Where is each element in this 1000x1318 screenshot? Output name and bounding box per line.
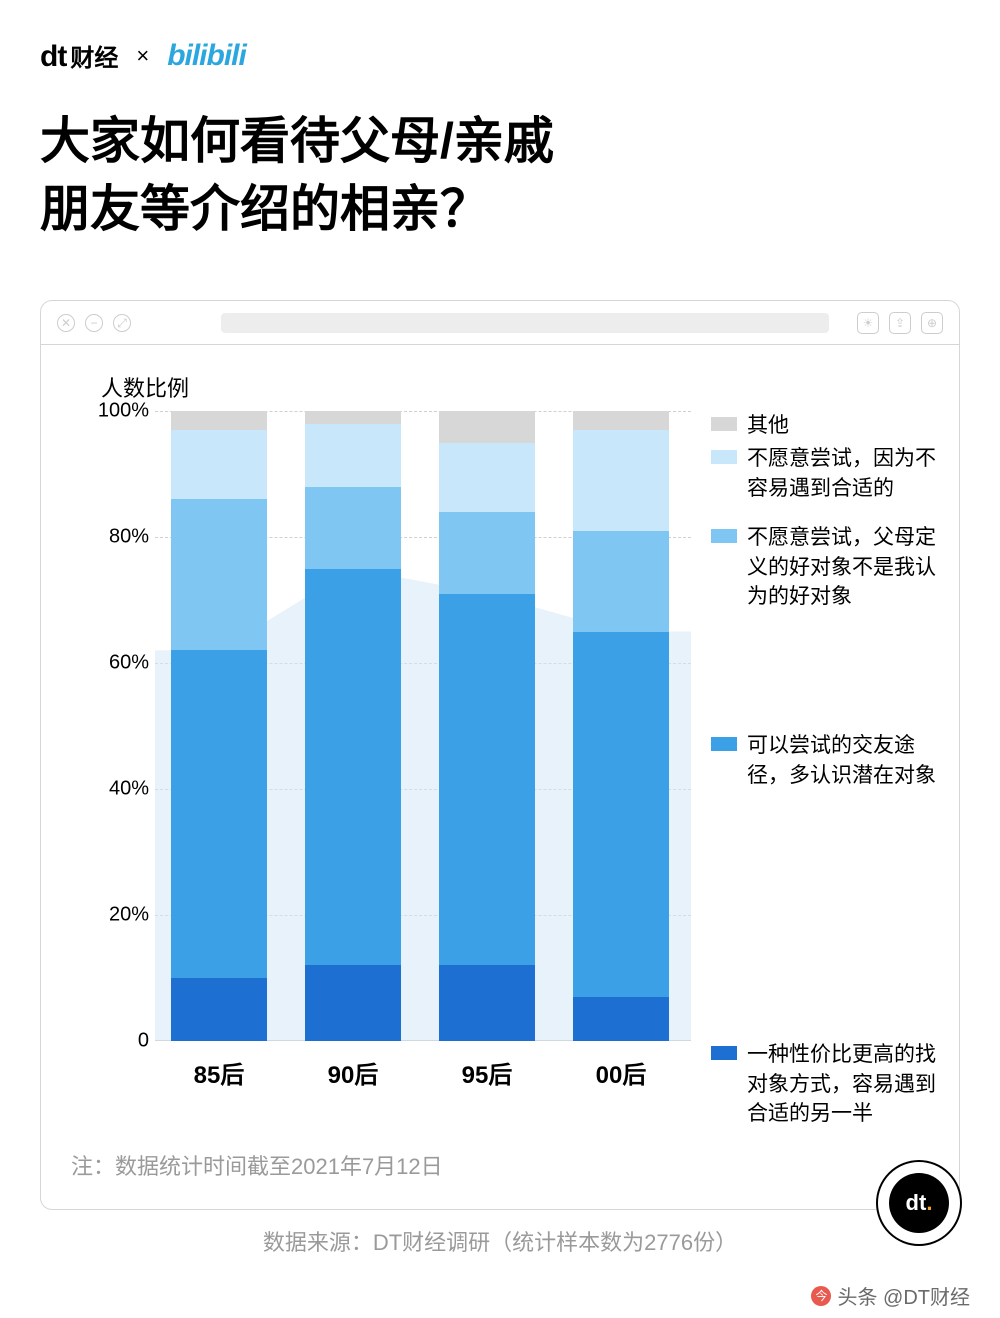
y-tick: 80% [87,526,149,549]
bar-segment [171,499,267,650]
bar-segment [573,997,669,1041]
bar-group: 95后 [439,411,535,1041]
bar-group: 00后 [573,411,669,1041]
legend-label: 不愿意尝试，因为不容易遇到合适的 [747,444,941,503]
window-maximize-icon: ⤢ [113,314,131,332]
page-title: 大家如何看待父母/亲戚 朋友等介绍的相亲？ [40,108,554,243]
attribution: 今 头条 @DT财经 [811,1281,970,1310]
bar-segment [573,411,669,430]
bar-group: 85后 [171,411,267,1041]
x-tick-label: 95后 [439,1055,535,1090]
y-tick: 0 [87,1030,149,1053]
legend-item: 可以尝试的交友途径，多认识潜在对象 [711,731,941,790]
title-line-1: 大家如何看待父母/亲戚 [40,108,554,176]
legend: 其他不愿意尝试，因为不容易遇到合适的不愿意尝试，父母定义的好对象不是我认为的好对… [711,411,941,1136]
bar-segment [573,632,669,997]
legend-swatch [711,450,737,464]
bar-segment [439,965,535,1041]
legend-label: 其他 [747,411,789,440]
y-tick: 20% [87,904,149,927]
bar-segment [305,569,401,966]
bar-segment [171,411,267,430]
bar-segment [439,411,535,443]
bar-segment [171,978,267,1041]
bar-segment [439,594,535,966]
window-tool-3-icon: ⊕ [921,312,943,334]
attribution-text: 头条 @DT财经 [837,1281,970,1310]
address-bar [221,313,829,333]
window-close-icon: ✕ [57,314,75,332]
legend-item: 不愿意尝试，因为不容易遇到合适的 [711,444,941,503]
legend-item: 一种性价比更高的找对象方式，容易遇到合适的另一半 [711,1040,941,1128]
bar-segment [573,430,669,531]
bars-container: 85后 90后 95后 00后 [155,411,691,1041]
bar-segment [305,965,401,1041]
bar-segment [171,650,267,978]
y-tick: 40% [87,778,149,801]
logo-separator: × [136,43,149,69]
legend-label: 可以尝试的交友途径，多认识潜在对象 [747,731,941,790]
legend-label: 一种性价比更高的找对象方式，容易遇到合适的另一半 [747,1040,941,1128]
bar-segment [171,430,267,499]
logo-dt: dt 财经 [40,38,118,74]
logo-dt-text: 财经 [70,38,118,73]
plot-region: 85后90后95后00后 020%40%60%80%100% [101,411,691,1041]
chart-note: 注：数据统计时间截至2021年7月12日 [71,1149,443,1181]
bar-segment [439,512,535,594]
header-logos: dt 财经 × bilibili [40,38,246,74]
legend-item: 不愿意尝试，父母定义的好对象不是我认为的好对象 [711,523,941,611]
window-minimize-icon: − [85,314,103,332]
legend-swatch [711,737,737,751]
legend-item: 其他 [711,411,941,440]
window-tool-1-icon: ☀ [857,312,879,334]
legend-swatch [711,529,737,543]
y-tick: 100% [87,400,149,423]
legend-swatch [711,417,737,431]
x-tick-label: 00后 [573,1055,669,1090]
bar-group: 90后 [305,411,401,1041]
bar-segment [573,531,669,632]
bar-segment [305,424,401,487]
y-axis-label: 人数比例 [101,371,189,403]
y-tick: 60% [87,652,149,675]
title-line-2: 朋友等介绍的相亲？ [40,176,554,244]
window-titlebar: ✕ − ⤢ ☀ ⇪ ⊕ [41,301,959,345]
logo-bilibili: bilibili [167,39,246,73]
bar-segment [305,411,401,424]
brand-seal: dt. [876,1160,962,1246]
logo-dt-mark: dt [40,40,66,74]
bar-segment [305,487,401,569]
seal-text: dt. [889,1173,949,1233]
bar-segment [439,443,535,512]
window-tool-2-icon: ⇪ [889,312,911,334]
attribution-icon: 今 [811,1286,831,1306]
x-tick-label: 85后 [171,1055,267,1090]
chart-window: ✕ − ⤢ ☀ ⇪ ⊕ 人数比例 85后 90后 95后 00后 0 20% 40% 60%… [40,300,960,1210]
legend-swatch [711,1046,737,1060]
x-tick-label: 90后 [305,1055,401,1090]
data-source: 数据来源：DT财经调研（统计样本数为2776份） [0,1225,1000,1257]
legend-label: 不愿意尝试，父母定义的好对象不是我认为的好对象 [747,523,941,611]
chart-area: 人数比例 85后 90后 95后 00后 0 20% 40% 60% 80% 100% 其他不愿… [71,361,949,1109]
